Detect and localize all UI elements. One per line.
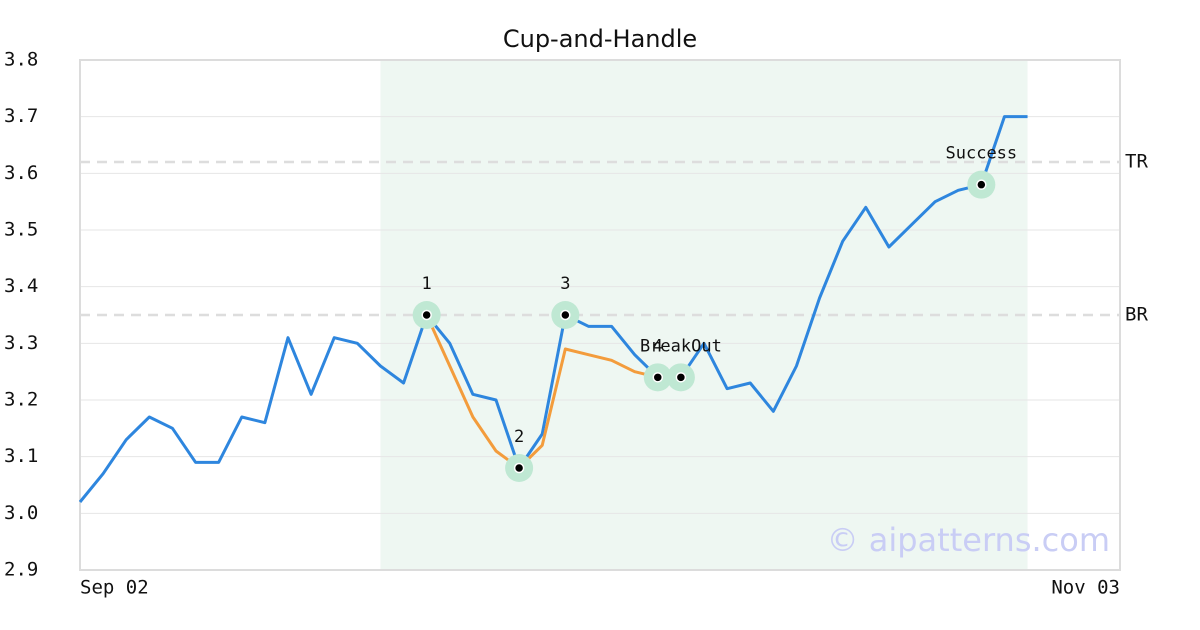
pattern-point [652,372,664,383]
y-tick-label: 3.3 [4,332,38,354]
level-label: TR [1125,151,1148,173]
level-label: BR [1125,304,1148,326]
y-tick-label: 3.8 [4,49,38,71]
pattern-point [675,372,687,383]
pattern-point [976,179,987,190]
annotation-label: 3 [560,274,570,294]
x-tick-label: Nov 03 [1051,577,1120,599]
chart-title: Cup-and-Handle [503,25,697,53]
y-tick-label: 3.2 [4,389,38,411]
watermark: © aipatterns.com [827,521,1110,559]
y-tick-label: 3.4 [4,275,38,297]
y-tick-label: 3.5 [4,219,38,241]
pattern-point [421,309,432,321]
x-tick-label: Sep 02 [80,577,149,599]
series-line [78,115,1028,503]
series-line [425,314,659,470]
pattern-point [560,309,571,321]
annotation-label: BreakOut [640,336,722,356]
y-tick-label: 3.1 [4,445,38,467]
annotation-label: 2 [514,427,524,447]
y-tick-label: 3.0 [4,502,38,524]
pattern-point [513,462,525,474]
annotation-label: 4 [653,336,663,356]
y-tick-label: 3.7 [4,105,38,127]
annotation-label: 1 [422,274,432,294]
y-tick-label: 2.9 [4,559,38,581]
y-tick-label: 3.6 [4,162,38,184]
annotation-label: Success [946,144,1018,164]
